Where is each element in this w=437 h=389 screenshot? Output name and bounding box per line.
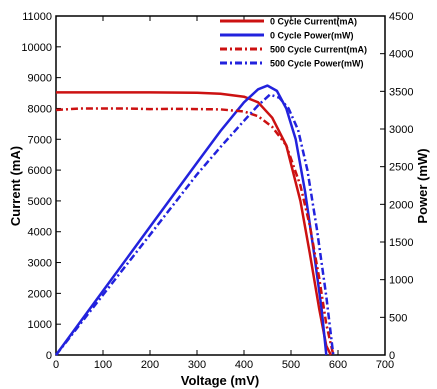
y-right-axis-title: Power (mW) — [415, 148, 430, 223]
y-right-tick-label: 2500 — [389, 162, 413, 174]
y-right-tick-label: 0 — [389, 350, 395, 362]
series-layer — [54, 84, 335, 356]
y-left-tick-label: 9000 — [28, 73, 52, 85]
y-right-tick-label: 2000 — [389, 199, 413, 211]
x-tick-label: 300 — [188, 359, 206, 371]
y-right-tick-label: 3500 — [389, 86, 413, 98]
y-left-tick-label: 6000 — [28, 165, 52, 177]
x-axis-title: Voltage (mV) — [181, 373, 260, 388]
y-left-tick-label: 2000 — [28, 288, 52, 300]
y-left-tick-label: 8000 — [28, 103, 52, 115]
x-tick-label: 600 — [329, 359, 347, 371]
y-right-tick-label: 4500 — [389, 11, 413, 23]
y-left-tick-label: 1000 — [28, 319, 52, 331]
legend-label-4: 500 Cycle Power(mW) — [270, 59, 364, 69]
x-tick-label: 200 — [141, 359, 159, 371]
y-right-tick-label: 1000 — [389, 275, 413, 287]
y-left-tick-label: 11000 — [22, 11, 52, 23]
y-right-tick-label: 500 — [389, 312, 407, 324]
y-right-tick-label: 3000 — [389, 124, 413, 136]
x-tick-label: 400 — [235, 359, 253, 371]
ticks-layer: 0 100 200 300 400 500 600 700010002000300040005… — [21, 11, 413, 371]
y-left-tick-label: 10000 — [21, 42, 52, 54]
plot-frame — [55, 15, 386, 356]
y-right-tick-label: 4000 — [389, 49, 413, 61]
y-left-tick-label: 7000 — [28, 134, 52, 146]
legend-label-1: 0 Cycle Current(mA) — [270, 17, 357, 27]
series-line-4 — [55, 93, 335, 356]
y-left-axis-title: Current (mA) — [8, 146, 23, 226]
y-left-tick-label: 4000 — [28, 227, 52, 239]
series-line-1 — [56, 91, 333, 356]
x-tick-label: 100 — [94, 359, 112, 371]
legend-label-3: 500 Cycle Current(mA) — [270, 45, 367, 55]
x-tick-label: 700 — [376, 359, 394, 371]
series-line-2 — [54, 84, 328, 356]
y-left-tick-label: 5000 — [28, 196, 52, 208]
legend: 0 Cycle Current(mA) 0 Cycle Power(mW) 500 … — [220, 17, 367, 69]
x-tick-label: 0 — [53, 359, 59, 371]
y-left-tick-label: 3000 — [28, 258, 52, 270]
x-tick-label: 500 — [282, 359, 300, 371]
y-right-tick-label: 1500 — [389, 237, 413, 249]
legend-label-2: 0 Cycle Power(mW) — [270, 31, 354, 41]
y-left-tick-label: 0 — [46, 350, 52, 362]
series-line-3 — [55, 107, 335, 356]
